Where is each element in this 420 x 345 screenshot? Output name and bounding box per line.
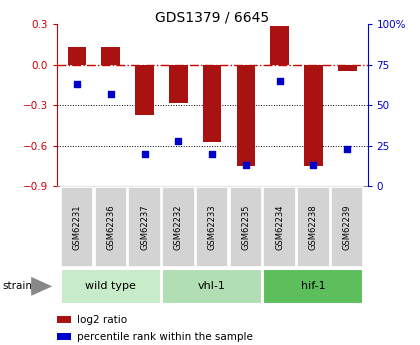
Text: strain: strain bbox=[2, 282, 32, 291]
Bar bbox=[94, 187, 127, 267]
Bar bbox=[57, 333, 71, 340]
Bar bbox=[230, 187, 262, 267]
Text: GSM62239: GSM62239 bbox=[343, 204, 352, 249]
Text: GSM62238: GSM62238 bbox=[309, 204, 318, 250]
Text: GDS1379 / 6645: GDS1379 / 6645 bbox=[155, 10, 269, 24]
Bar bbox=[263, 187, 296, 267]
Point bbox=[108, 91, 114, 97]
Bar bbox=[68, 47, 86, 65]
Point bbox=[242, 162, 249, 168]
Polygon shape bbox=[31, 277, 52, 296]
Text: GSM62237: GSM62237 bbox=[140, 204, 149, 250]
Bar bbox=[135, 65, 154, 115]
Point bbox=[175, 138, 182, 144]
Bar bbox=[162, 268, 262, 304]
Text: log2 ratio: log2 ratio bbox=[77, 315, 127, 325]
Bar bbox=[270, 26, 289, 65]
Point bbox=[141, 151, 148, 157]
Point bbox=[276, 78, 283, 83]
Bar bbox=[169, 65, 188, 102]
Bar bbox=[196, 187, 228, 267]
Point bbox=[344, 146, 351, 152]
Bar bbox=[57, 316, 71, 323]
Bar bbox=[236, 65, 255, 166]
Bar bbox=[304, 65, 323, 166]
Bar bbox=[102, 47, 120, 65]
Bar bbox=[331, 187, 363, 267]
Text: GSM62236: GSM62236 bbox=[106, 204, 115, 250]
Text: wild type: wild type bbox=[85, 282, 136, 291]
Bar bbox=[61, 187, 93, 267]
Text: GSM62234: GSM62234 bbox=[275, 204, 284, 249]
Bar bbox=[162, 187, 194, 267]
Bar bbox=[338, 65, 357, 71]
Bar bbox=[263, 268, 363, 304]
Bar bbox=[203, 65, 221, 142]
Text: GSM62235: GSM62235 bbox=[241, 204, 250, 249]
Point bbox=[74, 81, 80, 87]
Bar bbox=[61, 268, 161, 304]
Point bbox=[310, 162, 317, 168]
Text: GSM62233: GSM62233 bbox=[207, 204, 217, 250]
Text: vhl-1: vhl-1 bbox=[198, 282, 226, 291]
Text: GSM62231: GSM62231 bbox=[73, 204, 81, 249]
Text: percentile rank within the sample: percentile rank within the sample bbox=[77, 332, 253, 342]
Bar bbox=[297, 187, 330, 267]
Text: GSM62232: GSM62232 bbox=[174, 204, 183, 249]
Bar bbox=[129, 187, 161, 267]
Point bbox=[209, 151, 215, 157]
Text: hif-1: hif-1 bbox=[301, 282, 326, 291]
